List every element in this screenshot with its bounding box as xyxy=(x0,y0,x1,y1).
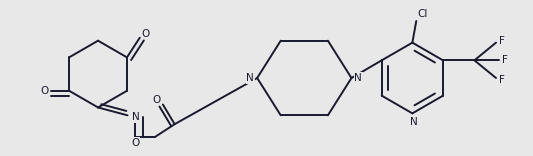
Text: F: F xyxy=(499,75,505,85)
Text: N: N xyxy=(246,73,254,83)
Text: N: N xyxy=(132,112,139,122)
Text: O: O xyxy=(153,95,161,105)
Text: F: F xyxy=(499,36,505,46)
Text: N: N xyxy=(410,117,418,127)
Text: O: O xyxy=(141,29,150,39)
Text: O: O xyxy=(131,138,140,148)
Text: O: O xyxy=(41,86,49,96)
Text: N: N xyxy=(354,73,362,83)
Text: Cl: Cl xyxy=(417,9,427,19)
Text: F: F xyxy=(502,55,508,65)
